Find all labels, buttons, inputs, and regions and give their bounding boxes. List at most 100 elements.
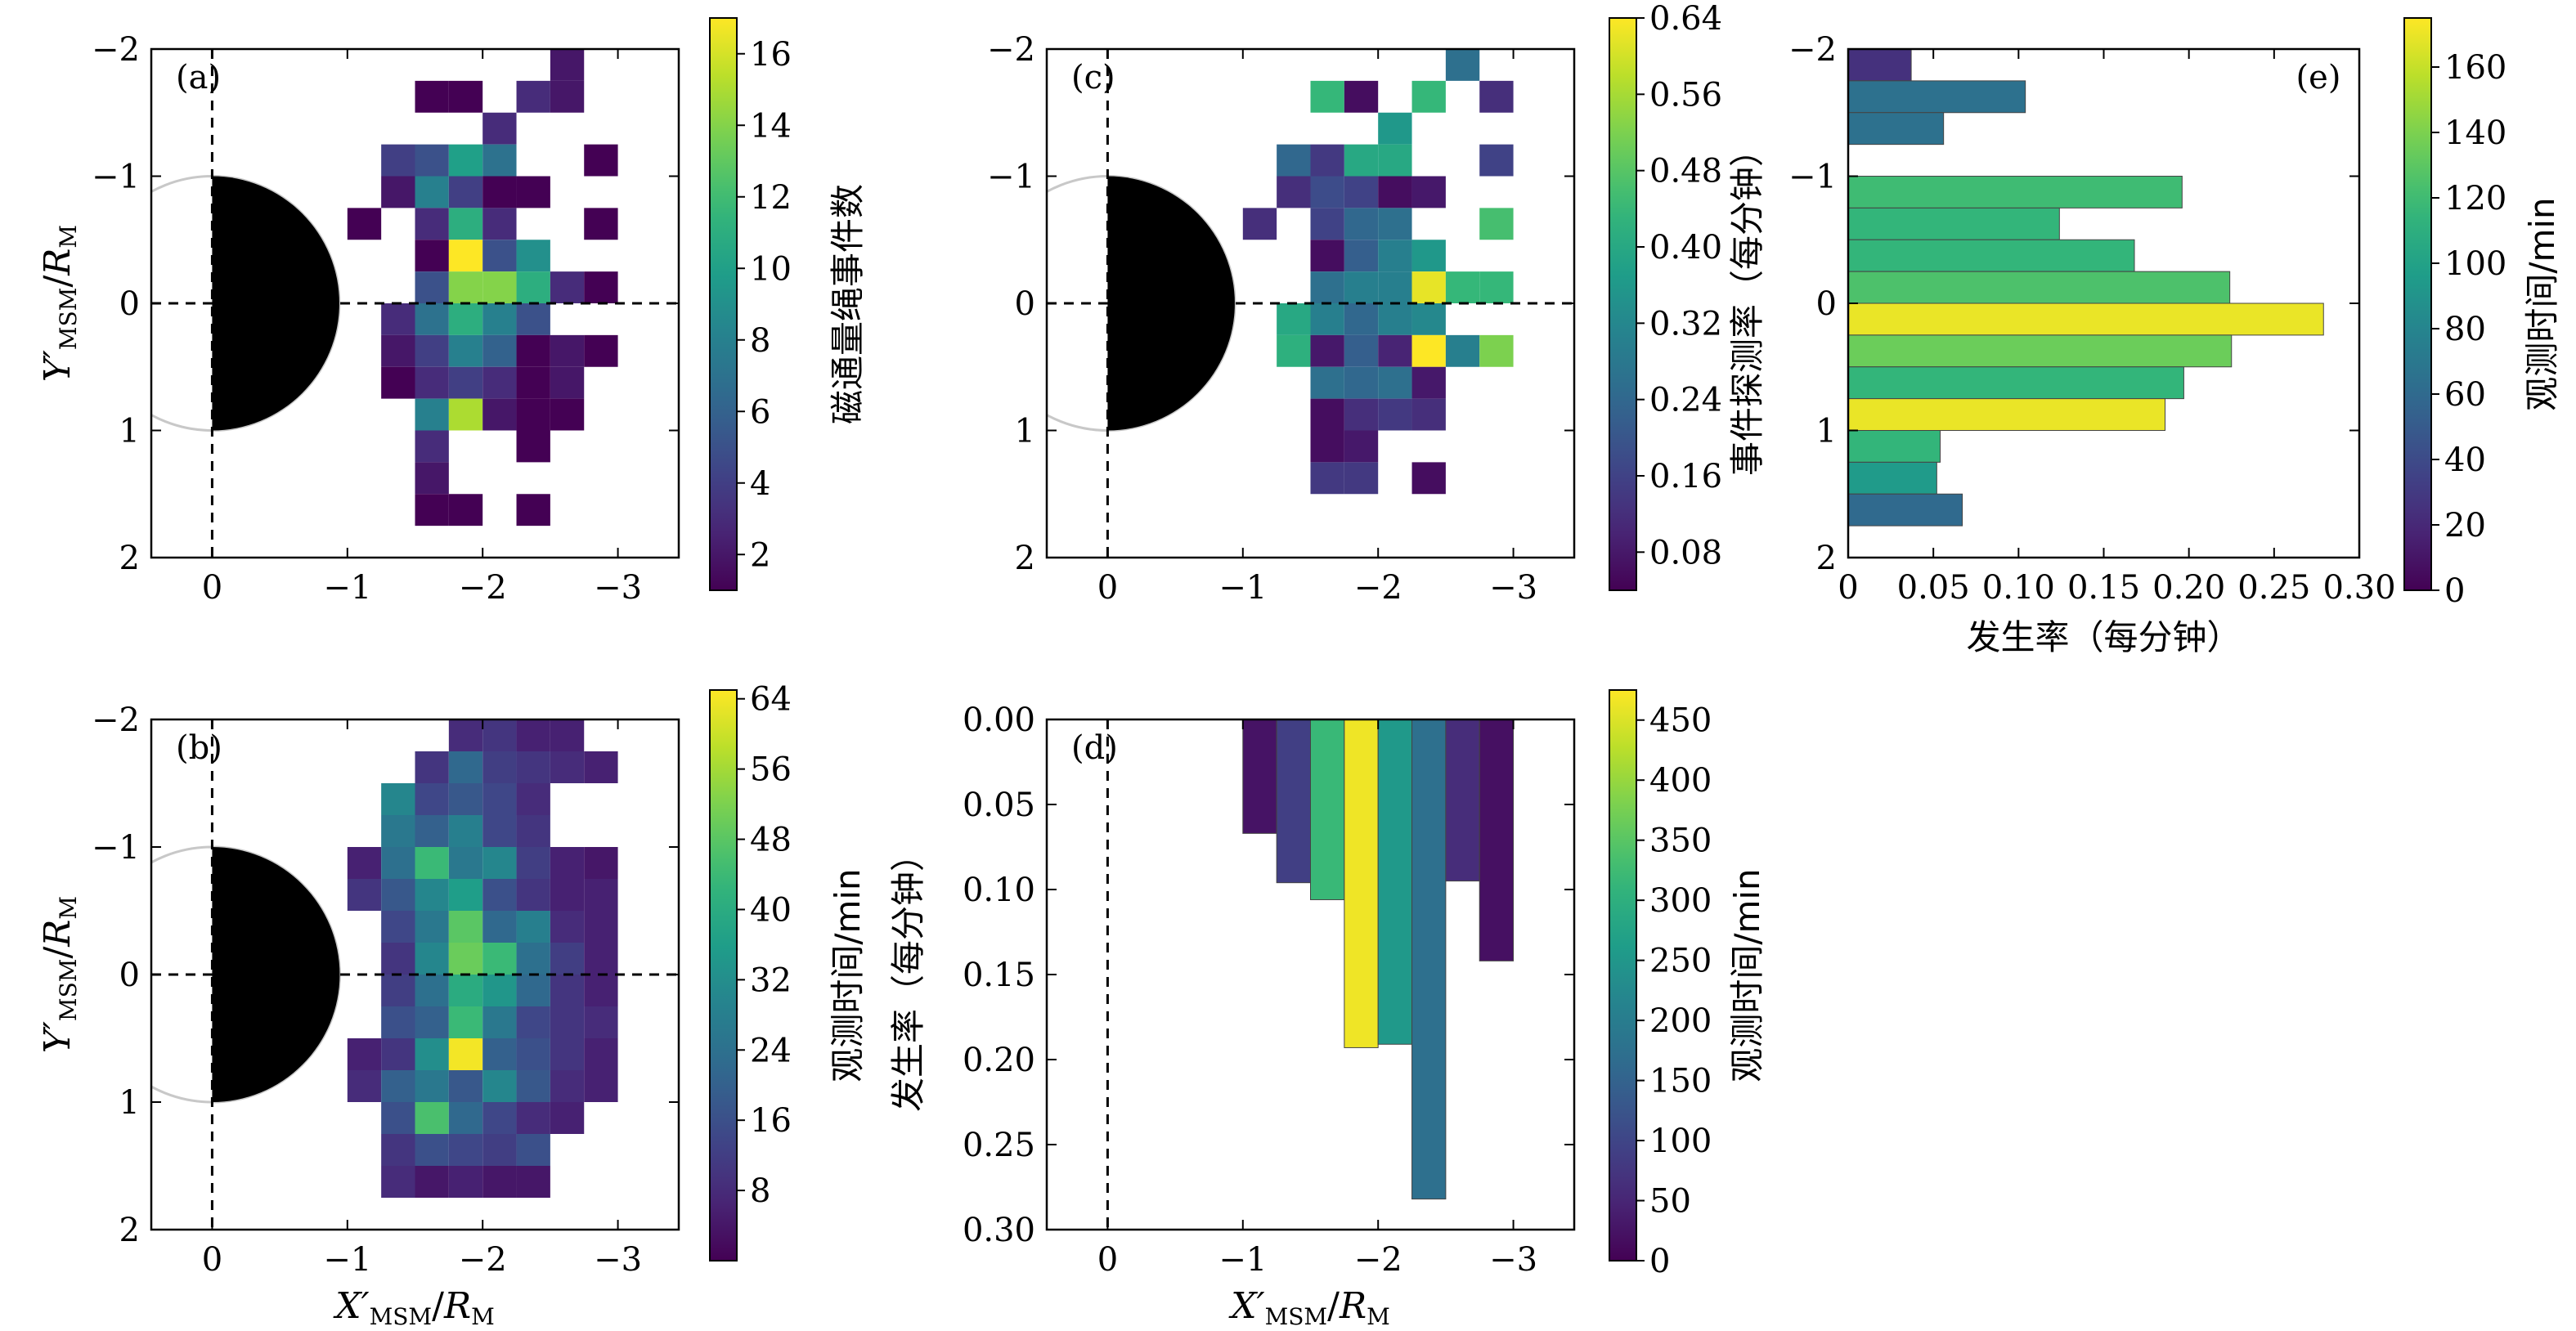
y-tick-label: 2 <box>119 540 140 577</box>
colorbar-tick-label: 20 <box>2444 507 2486 544</box>
heatmap-cell <box>381 1102 415 1134</box>
colorbar-tick-label: 350 <box>1649 822 1712 860</box>
heatmap-cell <box>448 240 483 272</box>
heatmap-cell <box>415 1134 449 1166</box>
x-tick-label: 0.10 <box>1982 569 2055 607</box>
heatmap-cell <box>1310 144 1344 177</box>
heatmap-cell <box>584 1070 618 1102</box>
heatmap-cell <box>482 815 517 847</box>
heatmap-cell <box>1310 208 1344 240</box>
heatmap-cell <box>516 751 550 783</box>
heatmap-cell <box>448 1038 483 1070</box>
colorbar-tick-label: 60 <box>2444 376 2486 414</box>
x-tick-label: 0.25 <box>2237 569 2310 607</box>
heatmap-cell <box>1479 80 1514 113</box>
y-tick-label: −2 <box>92 31 140 69</box>
heatmap-cell <box>584 208 618 240</box>
y-tick-label: 1 <box>119 413 140 450</box>
colorbar-label: 观测时间/min <box>1727 868 1767 1082</box>
colorbar-tick-label: 48 <box>750 822 792 859</box>
heatmap-cell <box>1378 271 1412 303</box>
colorbar-tick-label: 0.24 <box>1649 382 1722 419</box>
heatmap-cell <box>584 879 618 911</box>
rate-bar <box>1848 239 2135 272</box>
colorbar-tick-label: 150 <box>1649 1063 1712 1100</box>
heatmap-cell <box>381 303 415 335</box>
heatmap-cell <box>516 240 550 272</box>
heatmap-cell <box>516 1134 550 1166</box>
heatmap-cell <box>516 975 550 1006</box>
y-tick-label: 0 <box>119 957 140 994</box>
colorbar-tick-label: 140 <box>2444 114 2506 152</box>
x-tick-label: −2 <box>459 1241 507 1279</box>
heatmap-cell <box>448 815 483 847</box>
plot-area <box>1106 719 1515 1230</box>
y-tick-label: −1 <box>987 159 1035 196</box>
heatmap-cell <box>584 1006 618 1038</box>
y-tick-label: 2 <box>1816 540 1837 577</box>
heatmap-cell <box>482 366 517 399</box>
heatmap-cell <box>550 719 585 751</box>
heatmap-cell <box>1378 208 1412 240</box>
colorbar-tick-label: 0.64 <box>1649 0 1722 38</box>
heatmap-cell <box>415 975 449 1006</box>
heatmap-cell <box>516 303 550 335</box>
colorbar <box>1609 17 1637 591</box>
heatmap-cell <box>516 176 550 208</box>
y-tick-label: −1 <box>92 159 140 196</box>
x-axis-label: 发生率（每分钟） <box>1966 617 2241 657</box>
x-tick-label: −2 <box>1354 569 1402 607</box>
colorbar-tick-label: 4 <box>750 465 770 503</box>
heatmap-cell <box>448 783 483 815</box>
heatmap-cell <box>584 751 618 783</box>
heatmap-cell <box>448 879 483 911</box>
rate-bar <box>1848 176 2183 208</box>
heatmap-cell <box>1310 303 1344 335</box>
heatmap-cell <box>1378 112 1412 145</box>
colorbar-tick-label: 12 <box>750 179 792 217</box>
heatmap-cell <box>482 1134 517 1166</box>
heatmap-cell <box>482 271 517 303</box>
heatmap-cell <box>415 80 449 113</box>
heatmap-cell <box>1411 366 1446 399</box>
heatmap-cell <box>516 398 550 431</box>
colorbar <box>709 17 738 591</box>
heatmap-cell <box>448 911 483 943</box>
heatmap-cell <box>1411 462 1446 495</box>
heatmap-cell <box>415 398 449 431</box>
heatmap-cell <box>482 334 517 367</box>
panel-a: 0 −1 −2 −3−2−1012(a)246810121416磁通量绳事件数Y′MS… <box>37 17 868 607</box>
y-axis-label: Y′MSM/RM <box>37 225 82 382</box>
colorbar-tick-label: 8 <box>750 1172 770 1210</box>
rate-bar <box>1848 80 2026 114</box>
heatmap-cell <box>516 1166 550 1198</box>
y-tick-label: 0.15 <box>963 957 1035 994</box>
heatmap-cell <box>516 80 550 113</box>
colorbar-tick-label: 200 <box>1649 1002 1712 1040</box>
heatmap-cell <box>482 176 517 208</box>
heatmap-cell <box>516 783 550 815</box>
heatmap-cell <box>1411 176 1446 208</box>
heatmap-cell <box>1344 462 1379 495</box>
x-tick-label: 0 <box>1097 1241 1118 1279</box>
colorbar-tick-label: 40 <box>750 891 792 929</box>
heatmap-cell <box>482 208 517 240</box>
x-tick-label: −1 <box>323 1241 371 1279</box>
colorbar-tick-label: 80 <box>2444 311 2486 348</box>
heatmap-cell <box>584 144 618 177</box>
rate-bar <box>1411 719 1447 1200</box>
panel-tag: (d) <box>1071 729 1118 767</box>
heatmap-cell <box>1344 144 1379 177</box>
plot-area <box>1047 49 1574 558</box>
x-tick-label: 0.20 <box>2152 569 2225 607</box>
x-tick-label: 0 <box>1838 569 1858 607</box>
y-tick-label: 0.20 <box>963 1042 1035 1079</box>
rate-bar <box>1848 366 2184 400</box>
x-tick-label: −2 <box>1354 1241 1402 1279</box>
heatmap-cell <box>415 144 449 177</box>
heatmap-cell <box>550 975 585 1006</box>
heatmap-cell <box>550 366 585 399</box>
heatmap-cell <box>1445 49 1480 81</box>
heatmap-cell <box>1310 430 1344 463</box>
rate-bar <box>1479 719 1515 961</box>
